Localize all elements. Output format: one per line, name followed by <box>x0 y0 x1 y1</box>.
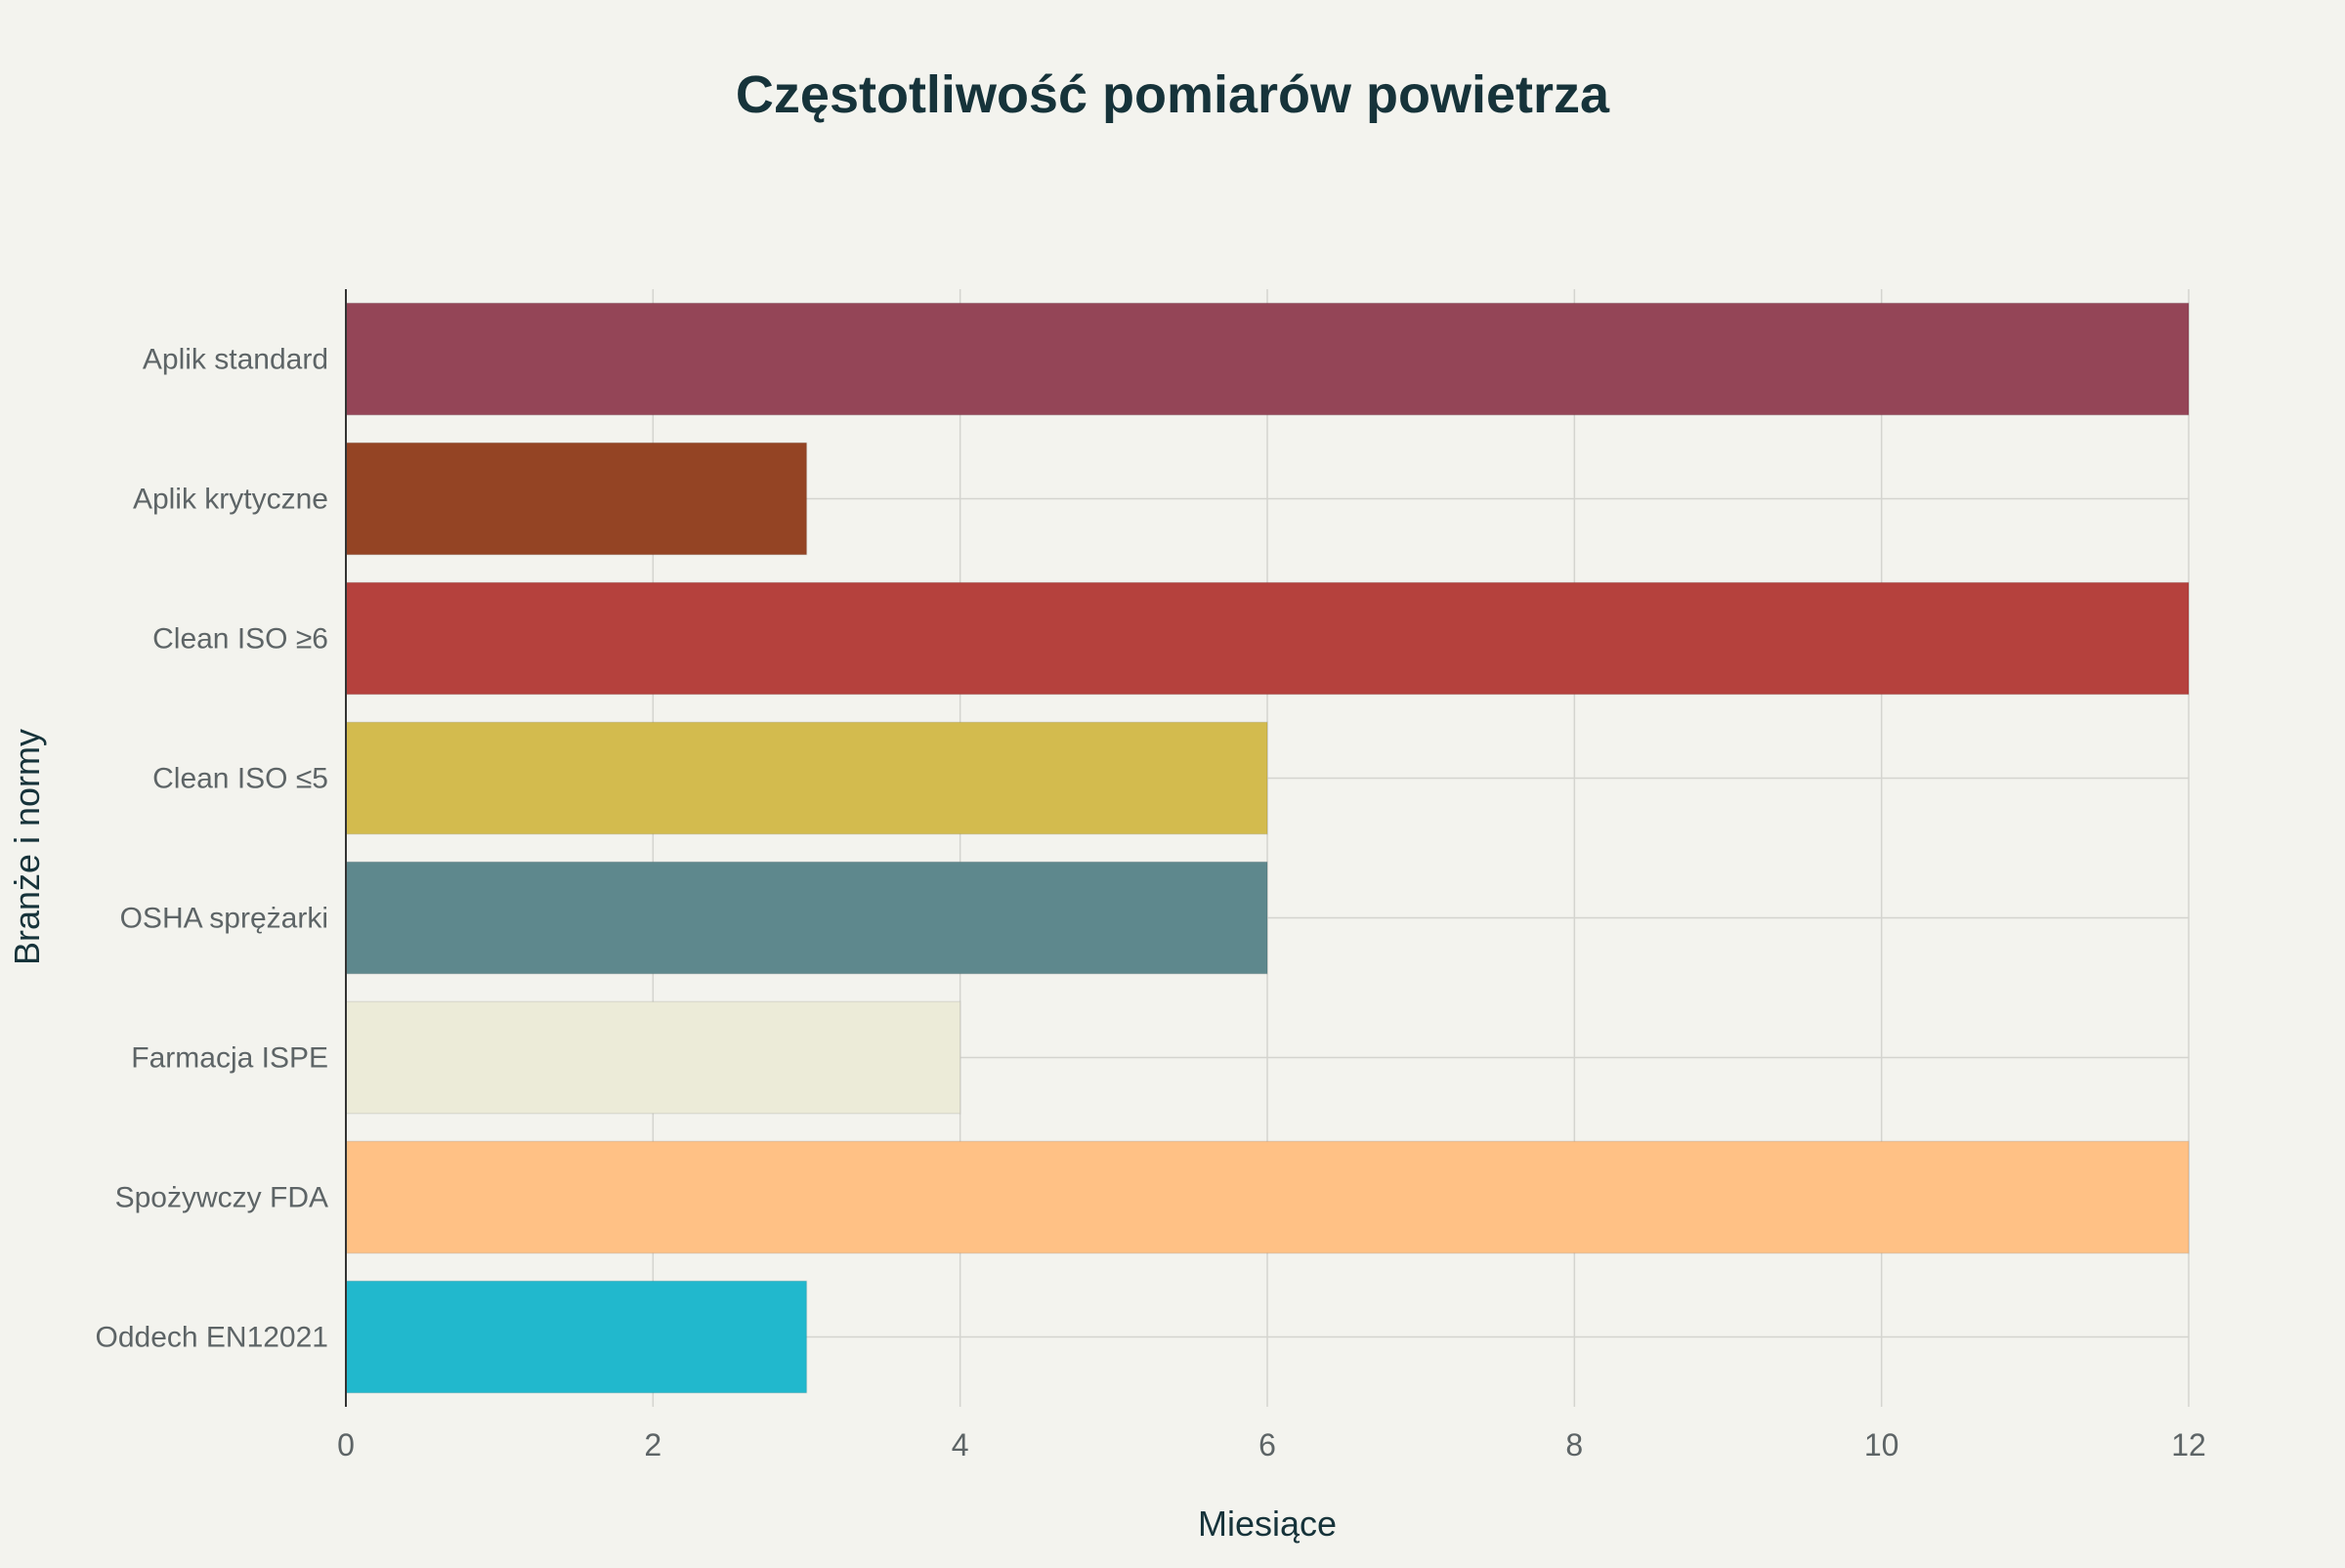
bar[interactable] <box>345 861 1268 975</box>
bar[interactable] <box>345 1000 961 1115</box>
y-tick-label: Aplik standard <box>143 344 328 376</box>
y-tick-label: Spożywczy FDA <box>115 1182 328 1214</box>
y-tick-label: Farmacja ISPE <box>131 1042 328 1075</box>
bar[interactable] <box>345 1280 808 1394</box>
y-tick-label: Clean ISO ≤5 <box>152 763 328 795</box>
x-axis-title: Miesiące <box>1198 1504 1337 1544</box>
y-axis-ticks: Aplik standard Aplik krytyczne Clean ISO ≥… <box>95 344 328 1354</box>
y-axis-title: Branże i normy <box>7 729 47 965</box>
bars <box>345 302 2190 1394</box>
bar[interactable] <box>345 302 2190 416</box>
x-tick-label: 4 <box>952 1427 969 1462</box>
y-tick-label: OSHA sprężarki <box>120 903 328 935</box>
bar[interactable] <box>345 721 1268 835</box>
x-tick-label: 12 <box>2171 1427 2206 1462</box>
bar[interactable] <box>345 581 2190 696</box>
bar[interactable] <box>345 442 808 556</box>
x-tick-label: 10 <box>1864 1427 1899 1462</box>
x-tick-label: 6 <box>1258 1427 1276 1462</box>
y-tick-label: Clean ISO ≥6 <box>152 623 328 656</box>
y-tick-label: Aplik krytyczne <box>133 484 328 516</box>
x-axis-ticks: 0 2 4 6 8 10 12 <box>337 1427 2206 1462</box>
chart-title: Częstotliwość pomiarów powietrza <box>736 65 1610 124</box>
x-tick-label: 2 <box>644 1427 661 1462</box>
y-tick-label: Oddech EN12021 <box>95 1322 328 1354</box>
x-tick-label: 0 <box>337 1427 355 1462</box>
bar[interactable] <box>345 1140 2190 1254</box>
x-tick-label: 8 <box>1565 1427 1583 1462</box>
